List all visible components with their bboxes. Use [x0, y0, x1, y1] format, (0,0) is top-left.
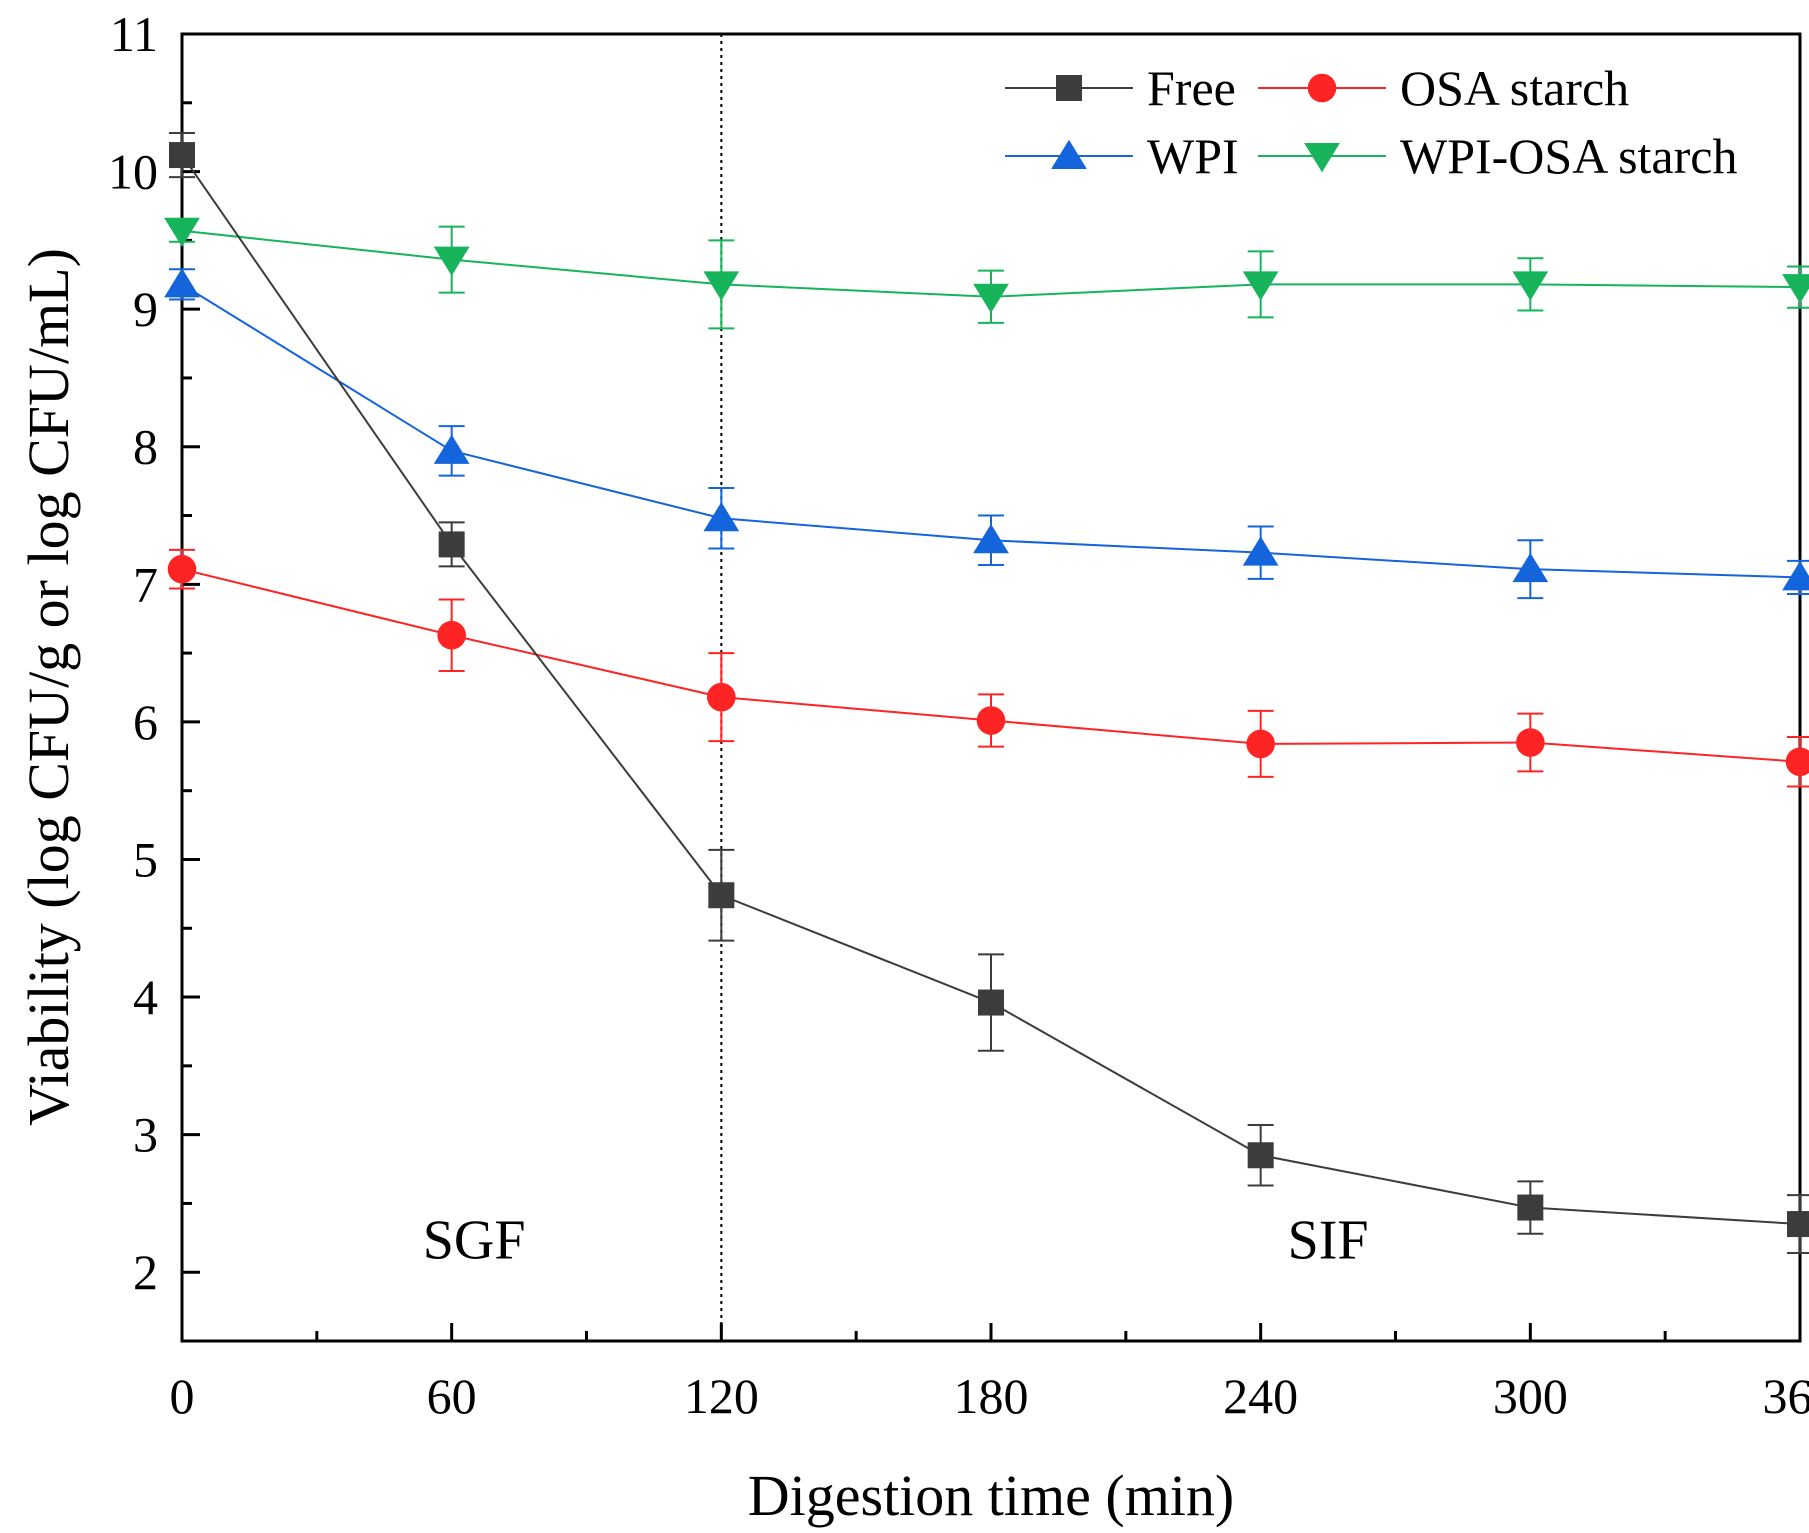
legend-item-wpi-osa-starch: WPI-OSA starch — [1258, 128, 1737, 184]
data-point — [164, 268, 200, 298]
x-tick-label: 360 — [1763, 1368, 1809, 1424]
plot-frame — [180, 32, 1802, 1343]
data-point — [976, 706, 1006, 735]
series-osa-starch — [167, 548, 1809, 788]
x-tick-label: 240 — [1223, 1368, 1298, 1424]
legend-marker — [1304, 143, 1340, 173]
data-point — [1782, 274, 1809, 304]
data-point — [703, 502, 740, 532]
data-point — [978, 989, 1004, 1016]
legend-item-osa-starch: OSA starch — [1258, 60, 1629, 116]
x-tick-label: 300 — [1493, 1368, 1568, 1424]
legend: Free OSA starch WPI WPI-OSA starch — [1005, 60, 1737, 184]
legend-label: WPI — [1147, 128, 1239, 184]
x-tick-label: 60 — [427, 1368, 477, 1424]
series-free — [169, 132, 1809, 1254]
plot-area-border — [180, 32, 1802, 1343]
y-tick-label: 10 — [108, 144, 158, 200]
region-label-sgf: SGF — [423, 1209, 526, 1271]
legend-item-wpi: WPI — [1005, 128, 1239, 184]
legend-marker — [1051, 139, 1087, 169]
data-point — [1242, 271, 1279, 301]
legend-label: WPI-OSA starch — [1400, 128, 1737, 184]
data-point — [1246, 729, 1275, 759]
y-tick-label: 4 — [133, 969, 158, 1025]
x-tick-label: 120 — [684, 1368, 759, 1424]
region-layer: SGF SIF — [423, 1209, 1369, 1271]
x-tick-label: 0 — [170, 1368, 195, 1424]
y-tick-label: 6 — [133, 694, 158, 750]
series-wpi — [164, 268, 1809, 600]
region-label-sif: SIF — [1288, 1209, 1369, 1271]
legend-item-free: Free — [1005, 60, 1236, 116]
data-point — [433, 246, 470, 276]
data-point — [973, 524, 1009, 554]
data-point — [1512, 552, 1549, 583]
data-point — [167, 554, 197, 584]
y-tick-label: 2 — [133, 1244, 158, 1300]
y-tick-label: 7 — [133, 556, 158, 612]
legend-marker — [1307, 73, 1337, 103]
legend-marker — [1056, 75, 1082, 101]
x-tick-label: 180 — [954, 1368, 1029, 1424]
legend-label: OSA starch — [1400, 60, 1629, 116]
data-point — [708, 882, 735, 909]
data-point — [1517, 1194, 1544, 1221]
data-point — [1512, 271, 1549, 301]
series-wpi-osa-starch — [164, 217, 1809, 330]
data-point — [973, 283, 1009, 314]
y-tick-label: 5 — [133, 831, 158, 887]
data-point — [1785, 747, 1809, 777]
data-point — [707, 682, 736, 712]
data-point — [1247, 1142, 1274, 1169]
data-point — [438, 531, 465, 558]
data-point — [169, 142, 195, 169]
data-point — [1782, 561, 1809, 591]
tick-layer: 0 60 120 180 240 300 360 2 3 4 5 6 7 8 9 10 11 — [108, 6, 1809, 1424]
y-tick-label: 11 — [110, 6, 158, 62]
y-tick-label: 9 — [133, 281, 158, 337]
data-point — [1516, 728, 1545, 757]
data-point — [164, 217, 200, 247]
data-point — [703, 271, 740, 301]
y-tick-label: 3 — [133, 1107, 158, 1163]
data-point — [433, 434, 470, 464]
y-axis-title: Viability (log CFU/g or log CFU/mL) — [16, 248, 81, 1126]
data-point — [1787, 1211, 1809, 1238]
data-point — [437, 620, 466, 650]
data-point — [1242, 536, 1279, 566]
x-axis-title: Digestion time (min) — [748, 1463, 1235, 1528]
y-tick-label: 8 — [133, 419, 158, 475]
series-layer — [164, 132, 1809, 1254]
legend-label: Free — [1147, 60, 1236, 116]
